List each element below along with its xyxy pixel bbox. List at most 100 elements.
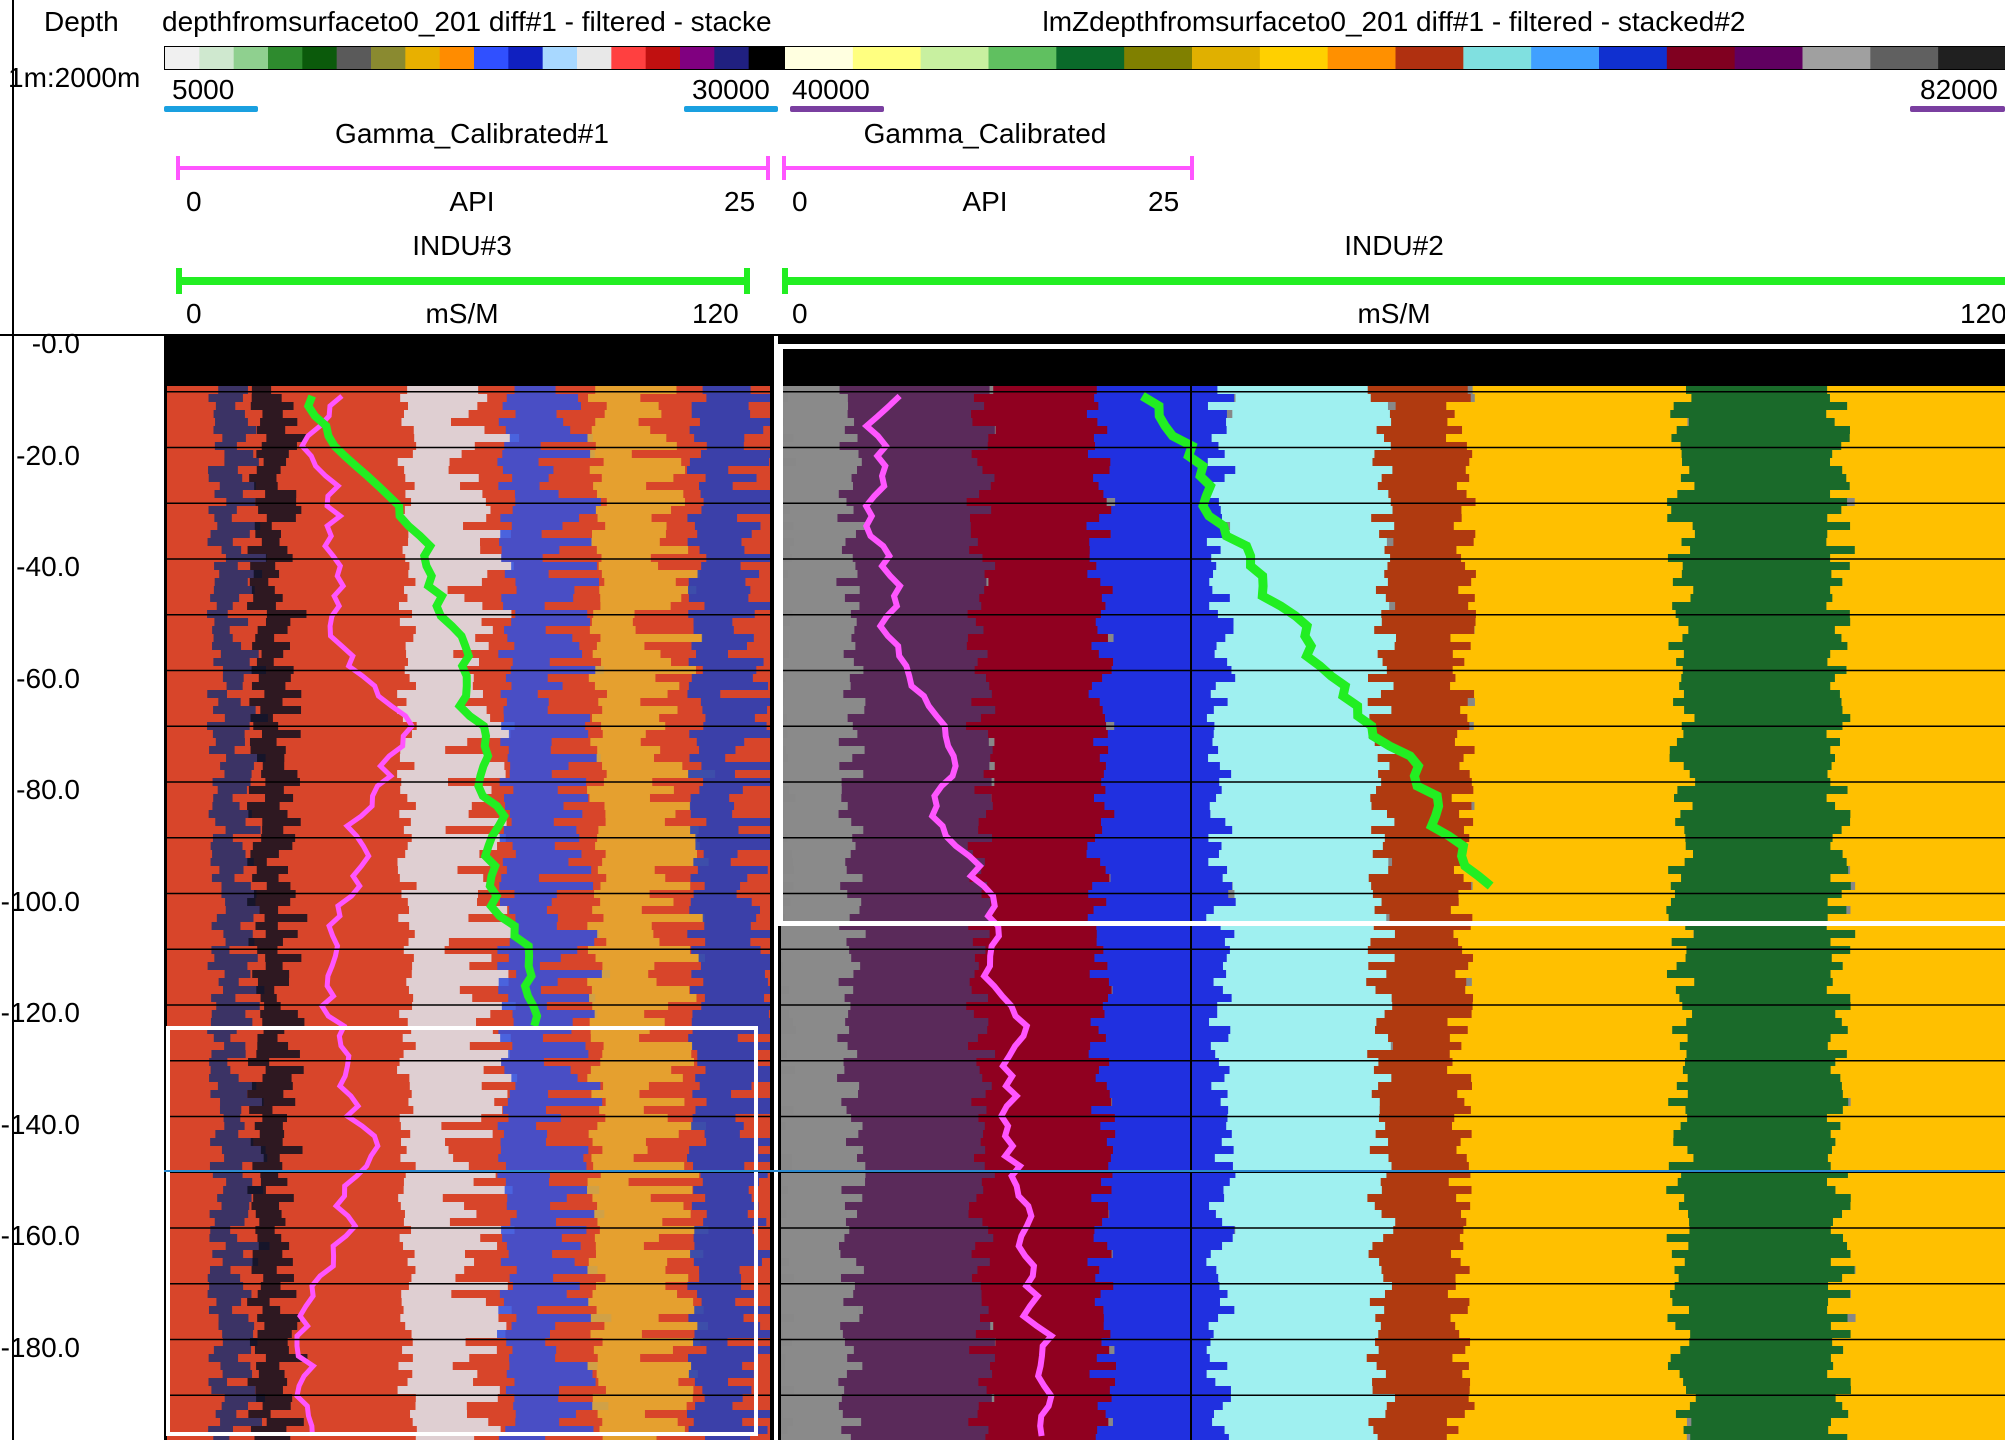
image-cell [224, 1042, 246, 1050]
image-cell [505, 426, 571, 434]
image-cell [400, 1314, 499, 1322]
image-cell [1376, 426, 1477, 434]
image-cell [1459, 762, 1700, 770]
image-cell [984, 1162, 1125, 1170]
image-cell [513, 1018, 573, 1026]
image-cell [1679, 994, 1860, 1002]
image-cell [1115, 1362, 1256, 1370]
image-cell [213, 586, 255, 594]
track1-gamma-min: 0 [186, 186, 202, 217]
image-cell [1846, 1050, 2005, 1058]
image-cell [399, 1114, 482, 1122]
image-cell [252, 842, 293, 850]
image-cell [1098, 1026, 1239, 1034]
image-cell [249, 698, 283, 706]
image-cell [210, 1066, 231, 1074]
image-cell [1474, 746, 1715, 754]
image-cell [1227, 1290, 1408, 1298]
image-cell [986, 810, 1127, 818]
track-separator[interactable] [770, 336, 774, 1440]
image-cell [706, 442, 744, 450]
track1-gamma-scale[interactable] [176, 156, 770, 180]
image-cell [983, 1186, 1124, 1194]
image-cell [1371, 514, 1472, 522]
track1-colorbar[interactable] [164, 46, 784, 70]
image-cell [781, 1090, 859, 1098]
image-cell [1674, 1266, 1855, 1274]
image-cell [1374, 450, 1475, 458]
image-cell [1094, 954, 1235, 962]
image-cell [781, 1234, 869, 1242]
image-cell [1226, 954, 1407, 962]
image-cell [1391, 706, 1492, 714]
image-cell [599, 1106, 644, 1114]
image-cell [1472, 994, 1713, 1002]
track1-title[interactable]: depthfromsurfaceto0_201 diff#1 - filtere… [162, 6, 772, 37]
colorbar-swatch [1056, 47, 1126, 69]
track2-indu-scale[interactable] [782, 268, 2005, 294]
image-cell [512, 658, 550, 666]
image-cell [785, 1354, 876, 1362]
image-cell [790, 506, 881, 514]
image-cell [1095, 442, 1236, 450]
image-cell [600, 882, 691, 890]
image-cell [596, 1282, 666, 1290]
image-cell [1450, 906, 1691, 914]
image-cell [861, 458, 1012, 466]
image-cell [407, 1018, 477, 1026]
image-cell [209, 1162, 243, 1170]
colorbar-swatch [302, 47, 338, 69]
image-cell [1110, 458, 1251, 466]
image-cell [1111, 1394, 1252, 1402]
image-cell [1101, 1178, 1242, 1186]
track2-gamma-name: Gamma_Calibrated [863, 118, 1107, 149]
image-cell [1470, 1202, 1711, 1210]
image-cell [597, 1410, 645, 1418]
depth-cursor-line[interactable] [164, 1170, 2005, 1172]
image-cell [260, 1010, 298, 1018]
image-cell [694, 1242, 756, 1250]
image-cell [1094, 394, 1235, 402]
image-cell [1827, 1154, 2005, 1162]
image-cell [969, 978, 1110, 986]
image-cell [983, 1130, 1124, 1138]
image-cell [1391, 1162, 1492, 1170]
image-cell [261, 650, 284, 658]
image-cell [593, 482, 647, 490]
track2-image-panel[interactable] [778, 336, 2005, 1440]
image-cell [399, 810, 469, 818]
image-cell [984, 586, 1125, 594]
track2-title[interactable]: lmZdepthfromsurfaceto0_201 diff#1 - filt… [1042, 6, 1746, 37]
track2-gamma-scale[interactable] [782, 156, 1194, 180]
image-cell [605, 1098, 685, 1106]
image-cell [1850, 1290, 2005, 1298]
image-cell [844, 1234, 995, 1242]
image-cell [1384, 1306, 1485, 1314]
image-cell [781, 1346, 861, 1354]
track1-image-panel[interactable] [164, 336, 773, 1440]
track2-colorbar[interactable] [784, 46, 2005, 70]
image-cell [1229, 594, 1410, 602]
image-cell [1393, 538, 1494, 546]
image-cell [598, 698, 641, 706]
track1-indu-scale[interactable] [176, 268, 750, 294]
image-cell [978, 826, 1119, 834]
image-cell [208, 1354, 239, 1362]
image-cell [1464, 658, 1705, 666]
image-cell [1392, 506, 1493, 514]
image-cell [781, 626, 862, 634]
image-cell [256, 450, 289, 458]
image-cell [257, 1290, 297, 1298]
image-cell [593, 1346, 673, 1354]
image-cell [209, 746, 235, 754]
image-cell [515, 914, 558, 922]
track2-selection-box[interactable] [778, 344, 2005, 926]
image-cell [781, 1058, 863, 1066]
image-cell [265, 1066, 304, 1074]
track1-selection-box[interactable] [166, 1026, 758, 1436]
image-cell [795, 458, 886, 466]
image-cell [587, 978, 657, 986]
image-cell [863, 770, 1014, 778]
image-cell [688, 658, 764, 666]
image-cell [1830, 746, 2005, 754]
